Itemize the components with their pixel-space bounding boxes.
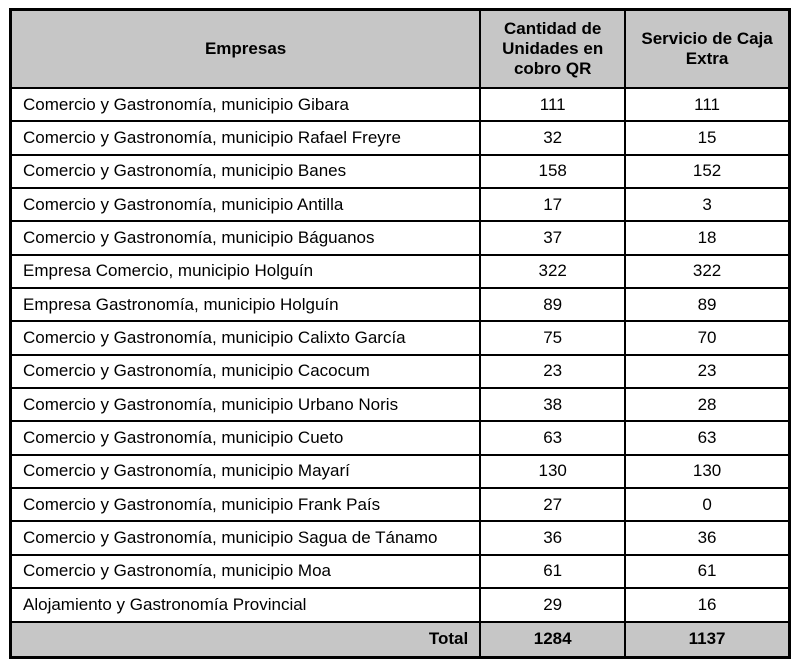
- empresa-cell: Empresa Gastronomía, municipio Holguín: [9, 287, 482, 323]
- qr-cell: 29: [479, 587, 627, 623]
- qr-cell: 63: [479, 420, 627, 456]
- empresa-cell: Comercio y Gastronomía, municipio Antill…: [9, 187, 482, 223]
- caja-cell: 36: [624, 520, 791, 556]
- caja-cell: 152: [624, 153, 791, 190]
- table-row: Comercio y Gastronomía, municipio Gibara…: [9, 87, 791, 123]
- header-row: Empresas Cantidad de Unidades en cobro Q…: [9, 8, 791, 90]
- column-header-empresas: Empresas: [9, 8, 482, 90]
- qr-cell: 111: [479, 87, 627, 123]
- table-row: Comercio y Gastronomía, municipio Moa 61 6…: [9, 553, 791, 590]
- empresa-cell: Comercio y Gastronomía, municipio Cacocu…: [9, 353, 482, 390]
- table-footer: Total 1284 1137: [9, 620, 791, 659]
- qr-cell: 17: [479, 187, 627, 223]
- qr-cell: 75: [479, 320, 627, 356]
- caja-cell: 16: [624, 587, 791, 623]
- qr-cell: 130: [479, 453, 627, 490]
- qr-cell: 158: [479, 153, 627, 190]
- qr-cell: 61: [479, 553, 627, 590]
- caja-cell: 89: [624, 287, 791, 323]
- qr-cell: 38: [479, 387, 627, 423]
- empresa-cell: Comercio y Gastronomía, municipio Sagua …: [9, 520, 482, 556]
- empresa-cell: Comercio y Gastronomía, municipio Báguan…: [9, 220, 482, 256]
- total-row: Total 1284 1137: [9, 620, 791, 659]
- empresas-table: Empresas Cantidad de Unidades en cobro Q…: [9, 8, 791, 659]
- empresa-cell: Comercio y Gastronomía, municipio Banes: [9, 153, 482, 190]
- empresa-cell: Comercio y Gastronomía, municipio Cueto: [9, 420, 482, 456]
- qr-cell: 37: [479, 220, 627, 256]
- qr-cell: 27: [479, 487, 627, 523]
- qr-cell: 89: [479, 287, 627, 323]
- caja-cell: 0: [624, 487, 791, 523]
- table-row: Empresa Gastronomía, municipio Holguín 89…: [9, 287, 791, 323]
- total-qr-value: 1284: [479, 620, 627, 659]
- qr-cell: 36: [479, 520, 627, 556]
- qr-cell: 23: [479, 353, 627, 390]
- table-row: Comercio y Gastronomía, municipio Mayarí…: [9, 453, 791, 490]
- qr-cell: 32: [479, 120, 627, 156]
- caja-cell: 3: [624, 187, 791, 223]
- caja-cell: 15: [624, 120, 791, 156]
- table-row: Comercio y Gastronomía, municipio Sagua …: [9, 520, 791, 556]
- caja-cell: 111: [624, 87, 791, 123]
- table-row: Alojamiento y Gastronomía Provincial 29 16: [9, 587, 791, 623]
- table-row: Comercio y Gastronomía, municipio Antill…: [9, 187, 791, 223]
- total-caja-value: 1137: [624, 620, 791, 659]
- table-header: Empresas Cantidad de Unidades en cobro Q…: [9, 8, 791, 90]
- caja-cell: 63: [624, 420, 791, 456]
- table-row: Comercio y Gastronomía, municipio Calixt…: [9, 320, 791, 356]
- table-row: Comercio y Gastronomía, municipio Cacocu…: [9, 353, 791, 390]
- empresa-cell: Alojamiento y Gastronomía Provincial: [9, 587, 482, 623]
- empresa-cell: Empresa Comercio, municipio Holguín: [9, 253, 482, 290]
- table-row: Comercio y Gastronomía, municipio Urbano…: [9, 387, 791, 423]
- empresa-cell: Comercio y Gastronomía, municipio Urbano…: [9, 387, 482, 423]
- table-row: Comercio y Gastronomía, municipio Báguan…: [9, 220, 791, 256]
- table-row: Empresa Comercio, municipio Holguín 322 32…: [9, 253, 791, 290]
- empresa-cell: Comercio y Gastronomía, municipio Rafael…: [9, 120, 482, 156]
- caja-cell: 70: [624, 320, 791, 356]
- caja-cell: 130: [624, 453, 791, 490]
- empresa-cell: Comercio y Gastronomía, municipio Gibara: [9, 87, 482, 123]
- table-row: Comercio y Gastronomía, municipio Rafael…: [9, 120, 791, 156]
- column-header-cantidad-qr: Cantidad de Unidades en cobro QR: [479, 8, 627, 90]
- empresa-cell: Comercio y Gastronomía, municipio Mayarí: [9, 453, 482, 490]
- table-body: Comercio y Gastronomía, municipio Gibara…: [9, 87, 791, 623]
- table-row: Comercio y Gastronomía, municipio Banes 1…: [9, 153, 791, 190]
- table-row: Comercio y Gastronomía, municipio Frank …: [9, 487, 791, 523]
- total-label: Total: [9, 620, 482, 659]
- qr-cell: 322: [479, 253, 627, 290]
- caja-cell: 18: [624, 220, 791, 256]
- column-header-servicio-caja: Servicio de Caja Extra: [624, 8, 791, 90]
- empresa-cell: Comercio y Gastronomía, municipio Calixt…: [9, 320, 482, 356]
- empresa-cell: Comercio y Gastronomía, municipio Moa: [9, 553, 482, 590]
- caja-cell: 28: [624, 387, 791, 423]
- caja-cell: 23: [624, 353, 791, 390]
- caja-cell: 322: [624, 253, 791, 290]
- table-row: Comercio y Gastronomía, municipio Cueto 6…: [9, 420, 791, 456]
- caja-cell: 61: [624, 553, 791, 590]
- empresa-cell: Comercio y Gastronomía, municipio Frank …: [9, 487, 482, 523]
